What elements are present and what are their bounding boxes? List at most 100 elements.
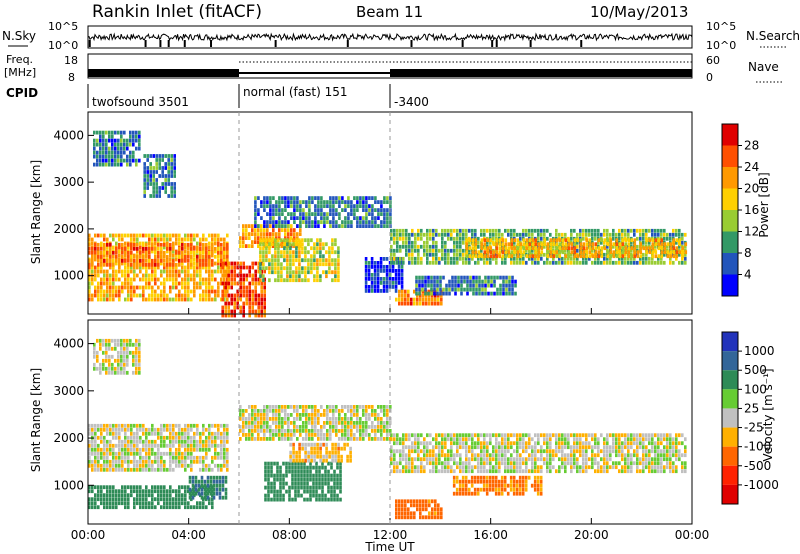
heatmap-cell xyxy=(254,409,257,413)
heatmap-cell xyxy=(453,252,456,257)
heatmap-cell xyxy=(251,289,254,294)
heatmap-cell xyxy=(115,423,118,428)
heatmap-cell xyxy=(364,265,368,269)
heatmap-cell xyxy=(281,228,284,232)
heatmap-cell xyxy=(121,423,124,428)
heatmap-cell xyxy=(160,489,163,494)
heatmap-cell xyxy=(514,279,517,284)
heatmap-cell xyxy=(321,489,324,494)
heatmap-cell xyxy=(260,236,263,240)
heatmap-cell xyxy=(302,429,305,433)
heatmap-cell xyxy=(275,212,278,216)
heatmap-cell xyxy=(434,503,437,508)
heatmap-cell xyxy=(648,240,651,245)
heatmap-cell xyxy=(245,409,248,413)
heatmap-cell xyxy=(242,305,245,310)
heatmap-cell xyxy=(444,232,447,237)
heatmap-cell xyxy=(426,449,429,454)
heatmap-cell xyxy=(405,228,408,233)
heatmap-cell xyxy=(97,254,100,259)
heatmap-cell xyxy=(118,237,121,242)
heatmap-cell xyxy=(390,461,393,466)
heatmap-cell xyxy=(540,242,544,247)
heatmap-cell xyxy=(474,242,478,247)
heatmap-cell xyxy=(432,252,435,257)
heatmap-cell xyxy=(114,142,117,147)
heatmap-cell xyxy=(337,258,340,263)
heatmap-cell xyxy=(603,246,607,251)
heatmap-cell xyxy=(365,220,368,224)
heatmap-cell xyxy=(316,258,319,263)
heatmap-cell xyxy=(663,246,667,251)
heatmap-cell xyxy=(227,313,230,318)
heatmap-cell xyxy=(284,216,287,220)
heatmap-cell xyxy=(684,232,687,237)
heatmap-cell xyxy=(94,501,97,506)
heatmap-cell xyxy=(148,250,151,255)
heatmap-cell xyxy=(211,233,214,238)
heatmap-cell xyxy=(370,261,374,265)
heatmap-cell xyxy=(170,194,173,198)
heatmap-cell xyxy=(160,493,163,498)
heatmap-cell xyxy=(103,455,106,460)
heatmap-cell xyxy=(133,431,136,436)
heatmap-cell xyxy=(105,146,108,151)
station-title: Rankin Inlet (fitACF) xyxy=(92,2,262,22)
heatmap-cell xyxy=(191,487,195,492)
heatmap-cell xyxy=(96,358,99,363)
heatmap-cell xyxy=(129,158,132,163)
heatmap-cell xyxy=(401,293,404,298)
heatmap-cell xyxy=(284,208,287,212)
heatmap-cell xyxy=(160,254,163,259)
heatmap-cell xyxy=(334,450,337,455)
heatmap-cell xyxy=(181,439,184,444)
heatmap-cell xyxy=(151,459,154,464)
heatmap-cell xyxy=(135,134,138,139)
heatmap-cell xyxy=(420,461,423,466)
heatmap-cell xyxy=(226,277,229,282)
heatmap-cell xyxy=(320,204,323,208)
heatmap-cell xyxy=(332,212,335,216)
heatmap-cell xyxy=(365,409,368,413)
heatmap-cell xyxy=(205,277,208,282)
heatmap-cell xyxy=(94,493,97,498)
heatmap-cell xyxy=(184,447,187,452)
heatmap-cell xyxy=(126,370,129,375)
heatmap-cell xyxy=(310,258,313,263)
heatmap-cell xyxy=(405,465,408,470)
heatmap-cell xyxy=(318,477,321,482)
heatmap-cell xyxy=(423,244,426,249)
heatmap-cell xyxy=(151,273,154,278)
heatmap-cell xyxy=(495,228,498,233)
heatmap-cell xyxy=(272,437,275,441)
heatmap-cell xyxy=(618,260,621,265)
heatmap-cell xyxy=(426,260,429,265)
heatmap-cell xyxy=(305,409,308,413)
heatmap-cell xyxy=(386,413,389,417)
heatmap-cell xyxy=(426,453,429,458)
heatmap-cell xyxy=(359,200,362,204)
heatmap-cell xyxy=(142,242,145,247)
heatmap-cell xyxy=(242,421,245,425)
heatmap-cell xyxy=(193,423,196,428)
heatmap-cell xyxy=(151,485,154,490)
heatmap-cell xyxy=(143,166,146,170)
heatmap-cell xyxy=(199,273,202,278)
heatmap-cell xyxy=(405,244,408,249)
heatmap-cell xyxy=(109,439,112,444)
heatmap-cell xyxy=(400,273,404,277)
heatmap-cell xyxy=(393,248,396,253)
heatmap-cell xyxy=(245,228,248,232)
heatmap-cell xyxy=(223,443,226,448)
heatmap-cell xyxy=(344,433,347,437)
heatmap-cell xyxy=(257,409,260,413)
heatmap-cell xyxy=(187,233,190,238)
heatmap-cell xyxy=(118,277,121,282)
heatmap-cell xyxy=(334,446,337,451)
heatmap-cell xyxy=(124,489,127,494)
heatmap-cell xyxy=(279,485,282,490)
heatmap-cell xyxy=(205,443,208,448)
heatmap-cell xyxy=(254,309,257,314)
heatmap-cell xyxy=(217,427,220,432)
heatmap-cell xyxy=(308,224,311,228)
